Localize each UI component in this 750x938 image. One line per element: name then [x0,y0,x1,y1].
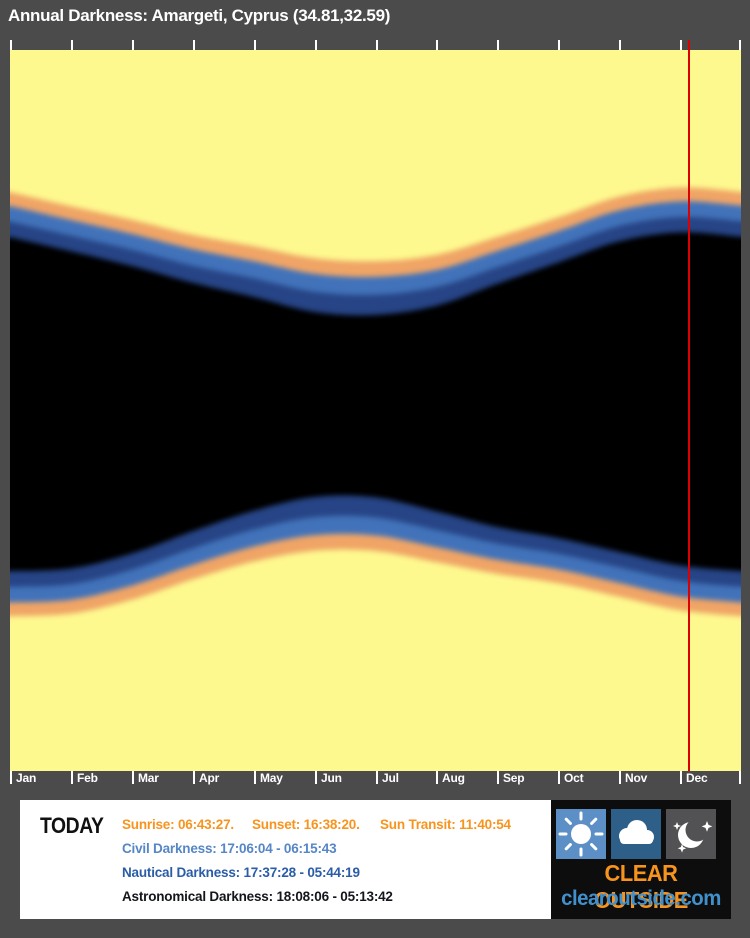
logo-brand-text: CLEAR OUTSIDE [594,860,688,913]
astronomical-darkness-line: Astronomical Darkness: 18:08:06 - 05:13:… [122,889,393,904]
month-label-dec: Dec [686,771,708,785]
sunrise-time: Sunrise: 06:43:27. [122,817,234,832]
month-tick-top [436,40,438,50]
logo-domain-text: clearoutside.com [561,887,721,910]
month-tick-top [376,40,378,50]
month-tick-bottom [619,771,621,784]
month-label-jan: Jan [16,771,37,785]
sunset-time: Sunset: 16:38:20. [252,817,360,832]
month-tick-top [619,40,621,50]
month-tick-bottom [193,771,195,784]
month-tick-bottom [680,771,682,784]
month-tick-top [71,40,73,50]
today-marker-line [688,40,690,771]
chart-plot-area [10,50,741,771]
month-tick-bottom [436,771,438,784]
month-tick-bottom [558,771,560,784]
month-tick-bottom [10,771,12,784]
month-label-oct: Oct [564,771,584,785]
month-label-feb: Feb [77,771,98,785]
month-tick-bottom [254,771,256,784]
month-tick-bottom [71,771,73,784]
month-tick-top [132,40,134,50]
today-panel: TODAY Sunrise: 06:43:27. Sunset: 16:38:2… [20,800,731,919]
civil-darkness-line: Civil Darkness: 17:06:04 - 06:15:43 [122,841,337,856]
month-tick-top [739,40,741,50]
month-tick-bottom [132,771,134,784]
month-label-jul: Jul [382,771,399,785]
month-label-apr: Apr [199,771,220,785]
month-tick-bottom [315,771,317,784]
month-tick-bottom [497,771,499,784]
sun-transit-time: Sun Transit: 11:40:54 [380,817,511,832]
month-tick-top [558,40,560,50]
today-heading: TODAY [40,813,104,838]
month-label-aug: Aug [442,771,465,785]
darkness-bands-canvas [10,50,741,771]
month-label-may: May [260,771,283,785]
month-tick-bottom [739,771,741,784]
month-tick-top [680,40,682,50]
sun-icon [556,809,606,859]
page-title: Annual Darkness: Amargeti, Cyprus (34.81… [8,6,391,25]
moon-stars-icon [666,809,716,859]
clear-outside-logo[interactable]: CLEAR OUTSIDE clearoutside.com [551,800,731,919]
cloud-icon [611,809,661,859]
month-tick-top [254,40,256,50]
month-tick-top [497,40,499,50]
month-label-mar: Mar [138,771,159,785]
month-tick-top [193,40,195,50]
month-tick-top [10,40,12,50]
nautical-darkness-line: Nautical Darkness: 17:37:28 - 05:44:19 [122,865,360,880]
month-label-jun: Jun [321,771,342,785]
month-label-nov: Nov [625,771,648,785]
month-label-sep: Sep [503,771,525,785]
month-tick-top [315,40,317,50]
month-tick-bottom [376,771,378,784]
